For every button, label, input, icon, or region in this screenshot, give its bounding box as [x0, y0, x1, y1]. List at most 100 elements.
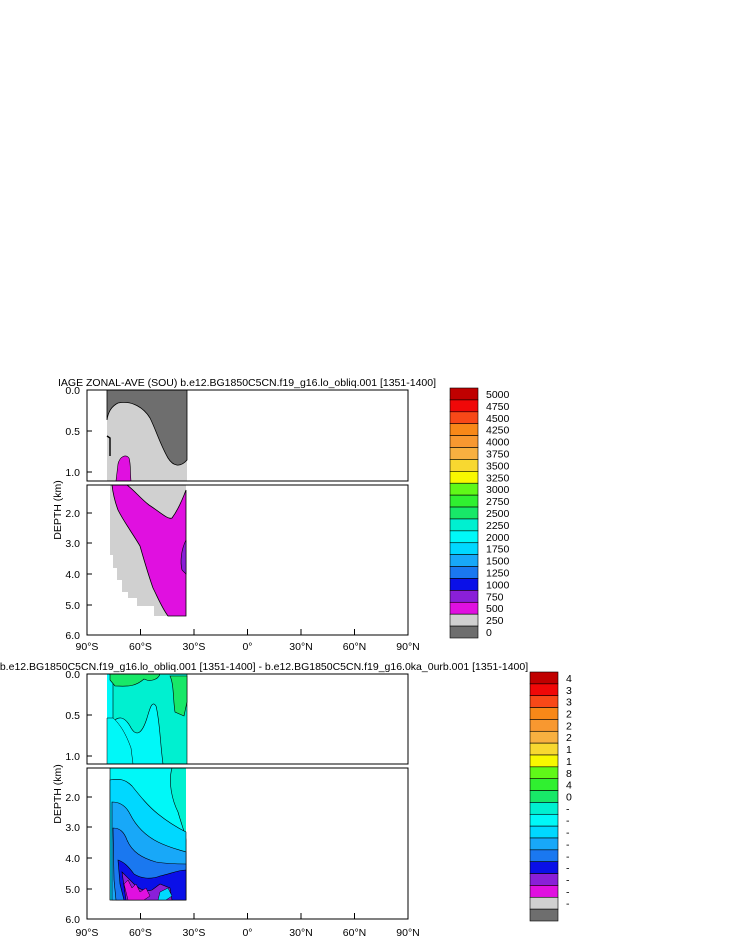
- chart-1-ytick-label: 3.0: [65, 538, 80, 550]
- chart-2-ylabel: DEPTH (km): [52, 764, 64, 824]
- chart-2-upper-frame: [86, 673, 409, 765]
- chart-2-field-green-right: [169, 675, 188, 717]
- colorbar-swatch: [449, 542, 479, 555]
- chart-1-field-magenta-upper: [115, 455, 132, 481]
- chart-1-ytick-label: 6.0: [65, 630, 80, 642]
- chart-2-field-green-top: [109, 674, 161, 687]
- colorbar-swatch: [529, 695, 559, 708]
- colorbar-swatch: [449, 399, 479, 413]
- colorbar-label: 4: [566, 673, 572, 685]
- colorbar-swatch: [449, 590, 479, 603]
- colorbar-swatch: [529, 849, 559, 863]
- chart-2-field-cyan-light: [106, 717, 134, 764]
- colorbar-swatch: [449, 387, 479, 401]
- colorbar-label: 2: [566, 732, 572, 744]
- colorbar-swatch: [449, 494, 479, 508]
- chart-1-ytick-label: 4.0: [65, 569, 80, 581]
- chart-2-ytick-label: 2.0: [65, 792, 80, 804]
- colorbar-swatch: [529, 813, 559, 827]
- colorbar-label: 4500: [486, 413, 510, 425]
- colorbar-swatch: [449, 459, 479, 472]
- chart-1-ytick-label: 5.0: [65, 600, 80, 612]
- colorbar-label: 250: [486, 615, 504, 627]
- chart-1-xtick-label: 60°N: [343, 641, 366, 653]
- chart-2-ytick-label: 6.0: [65, 914, 80, 926]
- colorbar-swatch: [529, 719, 559, 732]
- colorbar-swatch: [529, 766, 559, 780]
- colorbar-label: -: [566, 875, 570, 887]
- colorbar-swatch: [449, 447, 479, 460]
- colorbar-swatch: [529, 778, 559, 791]
- colorbar-label: 4250: [486, 425, 510, 437]
- chart-1-title: IAGE ZONAL-AVE (SOU) b.e12.BG1850C5CN.f1…: [58, 377, 436, 389]
- colorbar-swatch: [529, 671, 559, 685]
- colorbar-label: 3750: [486, 448, 510, 460]
- colorbar-label: 3250: [486, 472, 510, 484]
- colorbar-swatch: [449, 423, 479, 436]
- colorbar-label: 3500: [486, 460, 510, 472]
- chart-2: b.e12.BG1850C5CN.f19_g16.lo_obliq.001 [1…: [0, 661, 572, 939]
- colorbar-swatch: [449, 471, 479, 484]
- colorbar-swatch: [449, 435, 479, 448]
- colorbar-swatch: [449, 601, 479, 615]
- colorbar-label: 4750: [486, 401, 510, 413]
- chart-1-lower-panel: [110, 485, 187, 617]
- chart-2-ytick-label: 5.0: [65, 884, 80, 896]
- chart-2-xtick-label: 30°N: [289, 927, 312, 939]
- chart-2-xtick-label: 0°: [242, 927, 252, 939]
- colorbar-label: 8: [566, 768, 572, 780]
- colorbar-swatch: [449, 566, 479, 579]
- colorbar-label: 1: [566, 744, 572, 756]
- chart-2-ytick-label: 3.0: [65, 822, 80, 834]
- chart-1-xtick-label: 90°N: [396, 641, 419, 653]
- chart-2-ytick-label: 1.0: [65, 751, 80, 763]
- colorbar-label: -: [566, 827, 570, 839]
- chart-1-xtick-label: 30°S: [183, 641, 206, 653]
- colorbar-label: -: [566, 851, 570, 863]
- chart-1-ytick-label: 2.0: [65, 508, 80, 520]
- chart-2-field-magenta: [123, 879, 151, 901]
- chart-2-lower-panel: [109, 768, 187, 901]
- colorbar-label: 4000: [486, 437, 510, 449]
- chart-1-xtick-label: 30°N: [289, 641, 312, 653]
- colorbar-swatch: [529, 802, 559, 815]
- chart-2-xtick-label: 90°S: [76, 927, 99, 939]
- chart-2-field-cyan-patch: [157, 887, 173, 901]
- colorbar-label: 1500: [486, 556, 510, 568]
- colorbar-swatch: [449, 482, 479, 496]
- colorbar-swatch: [449, 411, 479, 425]
- chart-2-xtick-label: 60°S: [129, 927, 152, 939]
- colorbar-swatch: [449, 554, 479, 567]
- colorbar-label: 750: [486, 591, 504, 603]
- chart-2-ticks: [86, 673, 409, 919]
- colorbar-label: 5000: [486, 389, 510, 401]
- colorbar-label: 1750: [486, 544, 510, 556]
- colorbar-label: -: [566, 803, 570, 815]
- colorbar-swatch: [449, 578, 479, 591]
- colorbar-label: 1000: [486, 579, 510, 591]
- chart-1-xtick-label: 60°S: [129, 641, 152, 653]
- colorbar-swatch: [449, 613, 479, 627]
- chart-1-xtick-label: 90°S: [76, 641, 99, 653]
- colorbar-label: 2750: [486, 496, 510, 508]
- colorbar-swatch: [529, 790, 559, 803]
- chart-2-ytick-label: 4.0: [65, 853, 80, 865]
- colorbar-swatch: [449, 506, 479, 520]
- colorbar-label: 3: [566, 685, 572, 697]
- chart-1-ytick-label: 0.5: [65, 426, 80, 438]
- colorbar-swatch: [529, 730, 559, 744]
- colorbar-label: -: [566, 886, 570, 898]
- chart-2-xtick-label: 60°N: [343, 927, 366, 939]
- colorbar-label: 2250: [486, 520, 510, 532]
- colorbar-swatch: [529, 885, 559, 898]
- chart-1-xtick-label: 0°: [242, 641, 252, 653]
- colorbar-swatch: [449, 518, 479, 532]
- chart-1-field-gray-dark: [106, 390, 188, 466]
- colorbar-swatch: [529, 837, 559, 851]
- chart-1-contour-edge: [106, 435, 111, 456]
- colorbar-label: -: [566, 898, 570, 910]
- colorbar-swatch: [529, 896, 559, 910]
- chart-1-field-purple: [180, 539, 187, 575]
- chart-2-field-aqua: [112, 674, 188, 764]
